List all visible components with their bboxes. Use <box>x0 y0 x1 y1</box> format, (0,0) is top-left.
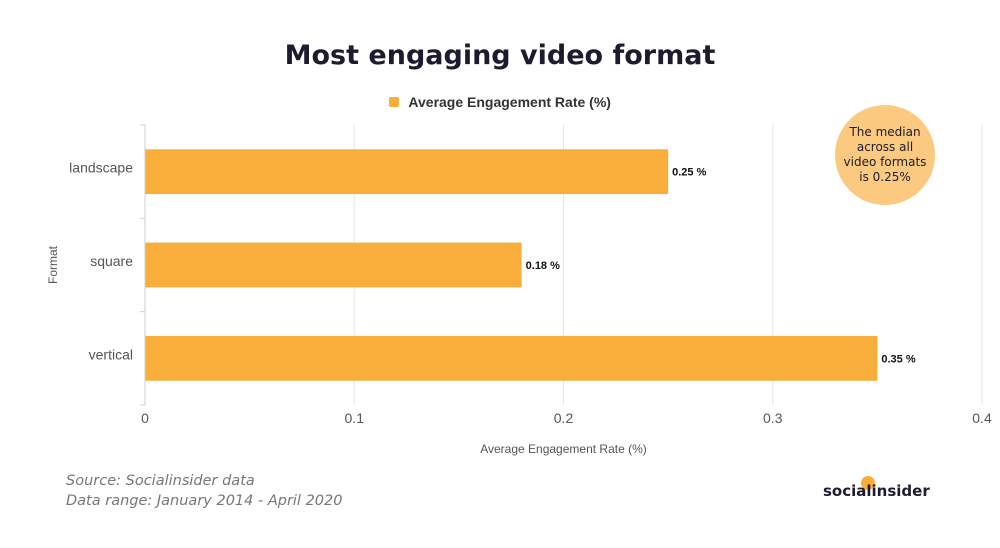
median-annotation-text: The median across all video formats is 0… <box>843 125 927 184</box>
data-label: 0.25 % <box>672 167 706 179</box>
x-tick-label: 0.4 <box>972 410 992 426</box>
brand-logo-icon <box>861 476 875 490</box>
legend: Average Engagement Rate (%) <box>0 94 1000 110</box>
bars <box>145 149 878 381</box>
legend-swatch <box>389 97 400 108</box>
x-tick-label: 0.1 <box>345 410 365 426</box>
source-note: Source: Socialinsider data Data range: J… <box>66 471 342 511</box>
y-axis-title: Format <box>46 245 60 284</box>
x-tick-label: 0 <box>141 410 149 426</box>
labels: 0 0.1 0.2 0.3 0.4 landscape 0.25 % square 0.18 %… <box>46 160 992 456</box>
brand-logo: socialinsider <box>823 482 930 500</box>
axes <box>140 124 146 406</box>
bar <box>145 242 522 288</box>
x-tick-label: 0.3 <box>763 410 783 426</box>
y-tick-label: vertical <box>89 346 133 362</box>
data-label: 0.18 % <box>526 260 560 272</box>
bar <box>145 149 669 195</box>
legend-label: Average Engagement Rate (%) <box>408 94 611 110</box>
x-tick-label: 0.2 <box>554 410 574 426</box>
source-line: Source: Socialinsider data <box>66 473 255 489</box>
data-label: 0.35 % <box>881 353 915 365</box>
y-tick-label: landscape <box>69 160 133 176</box>
median-annotation: The median across all video formats is 0… <box>835 105 935 205</box>
data-range-line: Data range: January 2014 - April 2020 <box>66 493 343 509</box>
y-tick-label: square <box>90 253 133 269</box>
chart-title: Most engaging video format <box>284 40 716 71</box>
x-axis-title: Average Engagement Rate (%) <box>480 442 647 456</box>
bar <box>145 335 878 381</box>
